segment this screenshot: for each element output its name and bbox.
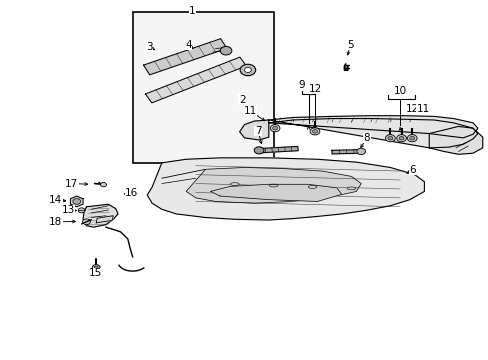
Circle shape [270, 125, 280, 132]
Text: 2: 2 [238, 95, 245, 105]
Polygon shape [186, 167, 361, 203]
Circle shape [101, 183, 106, 187]
Polygon shape [96, 216, 113, 223]
Circle shape [385, 135, 394, 142]
Text: 14: 14 [49, 195, 62, 204]
Circle shape [92, 265, 100, 270]
Circle shape [82, 219, 90, 225]
Polygon shape [258, 147, 298, 153]
Polygon shape [268, 116, 477, 148]
Circle shape [78, 208, 85, 213]
Text: 9: 9 [298, 80, 305, 90]
Polygon shape [83, 204, 118, 227]
Polygon shape [145, 57, 246, 103]
Circle shape [398, 136, 403, 140]
Text: 18: 18 [49, 217, 62, 227]
Ellipse shape [307, 185, 316, 188]
Circle shape [94, 266, 98, 269]
Text: 1: 1 [189, 6, 195, 16]
Polygon shape [143, 39, 226, 75]
Ellipse shape [230, 183, 239, 185]
Text: 17: 17 [65, 179, 79, 189]
Circle shape [387, 136, 392, 140]
Text: 15: 15 [88, 268, 102, 278]
Circle shape [220, 46, 231, 55]
Ellipse shape [269, 184, 278, 187]
Text: 11: 11 [243, 106, 256, 116]
Circle shape [396, 135, 406, 142]
Polygon shape [147, 158, 424, 220]
Text: 13: 13 [62, 205, 75, 215]
Circle shape [312, 130, 317, 133]
Polygon shape [239, 120, 268, 140]
Text: 7: 7 [254, 126, 261, 136]
Polygon shape [70, 196, 83, 207]
Polygon shape [428, 126, 482, 154]
Text: 10: 10 [393, 86, 406, 96]
Text: 3: 3 [146, 42, 153, 52]
Text: 12: 12 [405, 104, 418, 113]
Circle shape [240, 64, 255, 76]
Polygon shape [331, 150, 361, 154]
Circle shape [254, 147, 264, 154]
Bar [132, 12, 273, 163]
Circle shape [407, 135, 416, 142]
Circle shape [73, 199, 81, 204]
Text: 11: 11 [415, 104, 428, 113]
Text: 16: 16 [125, 188, 138, 198]
Text: 4: 4 [185, 40, 191, 50]
Text: 8: 8 [363, 133, 369, 143]
Circle shape [409, 136, 414, 140]
Polygon shape [210, 184, 341, 202]
Text: 5: 5 [346, 40, 353, 50]
Text: 6: 6 [408, 165, 415, 175]
Circle shape [356, 148, 365, 155]
Text: 12: 12 [308, 84, 321, 94]
Circle shape [309, 128, 319, 135]
Ellipse shape [346, 187, 355, 190]
Circle shape [272, 126, 277, 130]
Circle shape [244, 67, 251, 72]
